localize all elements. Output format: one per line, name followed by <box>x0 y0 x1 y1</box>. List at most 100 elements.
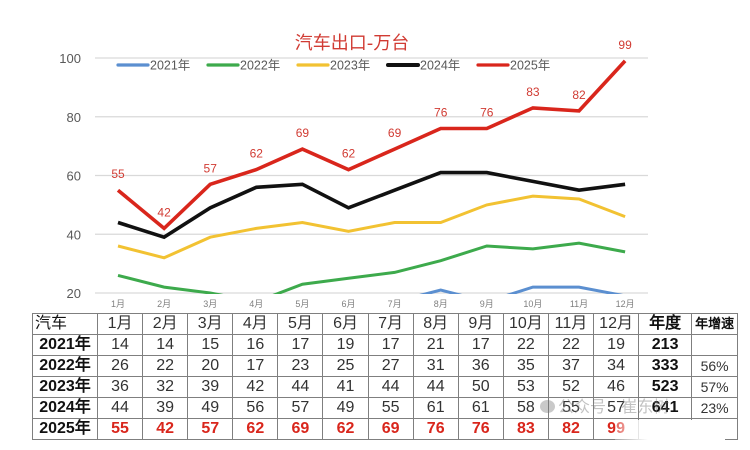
table-cell: 44 <box>412 376 459 398</box>
table-cell: 42 <box>142 418 189 440</box>
data-label: 83 <box>526 85 540 99</box>
table-cell: 23 <box>277 355 324 377</box>
data-table: 汽车 1月 2月 3月 4月 5月 6月 7月 8月 9月 10月 11月 12月 年度 年增速 2021年 1… <box>32 313 739 440</box>
x-axis-ticks: 1月 2月 3月 4月 5月 6月 7月 8月 9月 10月 11月 12月 <box>111 299 635 309</box>
month-header: 1月 <box>96 313 144 335</box>
x-tick-label: 8月 <box>434 299 448 309</box>
y-tick-label: 100 <box>59 51 81 66</box>
table-cell: 62 <box>232 418 279 440</box>
x-tick-label: 1月 <box>111 299 125 309</box>
table-cell: 14 <box>142 334 189 356</box>
month-header: 12月 <box>593 313 640 335</box>
annual-growth: 23% <box>691 397 739 419</box>
month-header: 4月 <box>232 313 279 335</box>
series-line-2023 <box>117 194 626 260</box>
x-tick-label: 11月 <box>570 299 588 309</box>
table-cell: 22 <box>142 355 189 377</box>
series-line-2025 <box>116 59 627 231</box>
row-year: 2021年 <box>32 334 98 356</box>
gridlines <box>95 57 648 294</box>
table-corner-header: 汽车 <box>32 313 98 335</box>
annual-growth: 57% <box>691 376 739 398</box>
table-cell: 22 <box>547 334 595 356</box>
table-cell: 69 <box>367 418 414 440</box>
table-cell: 62 <box>322 418 369 440</box>
table-cell: 82 <box>547 418 595 440</box>
data-label: 57 <box>204 161 218 175</box>
table-cell: 41 <box>322 376 369 398</box>
table-cell: 20 <box>187 355 234 377</box>
x-tick-label: 12月 <box>616 299 635 309</box>
table-cell: 76 <box>457 418 504 440</box>
wechat-icon <box>540 400 555 413</box>
table-cell: 39 <box>187 376 234 398</box>
legend-label: 2025年 <box>510 59 550 73</box>
table-cell: 69 <box>277 418 324 440</box>
x-tick-label: 6月 <box>341 299 355 309</box>
table-cell: 31 <box>412 355 459 377</box>
table-cell: 26 <box>96 355 144 377</box>
x-tick-label: 4月 <box>249 299 263 309</box>
table-cell: 49 <box>187 397 234 419</box>
annual-growth <box>691 334 739 356</box>
table-cell: 21 <box>412 334 459 356</box>
data-label: 62 <box>342 147 356 161</box>
table-cell: 44 <box>367 376 414 398</box>
table-cell: 19 <box>322 334 369 356</box>
y-tick-label: 80 <box>67 110 81 125</box>
month-header: 11月 <box>547 313 595 335</box>
data-label: 82 <box>572 88 586 102</box>
table-cell: 39 <box>142 397 189 419</box>
y-tick-label: 40 <box>67 227 81 242</box>
table-cell: 22 <box>502 334 549 356</box>
data-labels: 55 42 57 62 69 62 69 76 76 83 82 99 <box>111 38 632 219</box>
table-cell: 49 <box>322 397 369 419</box>
table-cell: 25 <box>322 355 369 377</box>
table-cell: 57 <box>277 397 324 419</box>
table-row: 2024年 44 39 49 56 57 49 55 61 61 58 55 57 641 23% <box>32 397 739 419</box>
table-cell: 55 <box>367 397 414 419</box>
y-axis-ticks: 20 40 60 80 100 <box>59 51 81 301</box>
table-cell: 17 <box>457 334 504 356</box>
legend-label: 2023年 <box>330 59 370 73</box>
table-cell: 15 <box>187 334 234 356</box>
table-cell: 61 <box>457 397 504 419</box>
table-cell: 19 <box>593 334 640 356</box>
month-header: 3月 <box>187 313 234 335</box>
table-cell: 17 <box>277 334 324 356</box>
y-tick-label: 20 <box>67 286 81 301</box>
table-cell: 37 <box>547 355 595 377</box>
row-year: 2025年 <box>32 418 98 440</box>
table-cell: 36 <box>96 376 144 398</box>
watermark: 公众号 · 崔东树 <box>540 393 669 417</box>
month-header: 10月 <box>502 313 549 335</box>
legend-label: 2022年 <box>240 59 280 73</box>
table-cell: 50 <box>457 376 504 398</box>
series-line-2022 <box>117 241 626 294</box>
total-header: 年度 <box>638 313 693 335</box>
table-header-row: 汽车 1月 2月 3月 4月 5月 6月 7月 8月 9月 10月 11月 12月 年度 年增速 <box>32 313 739 335</box>
table-cell: 44 <box>96 397 144 419</box>
row-year: 2022年 <box>32 355 98 377</box>
table-cell: 17 <box>232 355 279 377</box>
watermark-overlay <box>615 420 725 445</box>
annual-total: 333 <box>638 355 693 377</box>
y-tick-label: 60 <box>67 169 81 184</box>
data-label: 76 <box>434 106 448 120</box>
series-lines <box>116 59 627 294</box>
watermark-text: 公众号 · 崔东树 <box>558 397 670 416</box>
annual-growth: 56% <box>691 355 739 377</box>
table-cell: 36 <box>457 355 504 377</box>
row-year: 2023年 <box>32 376 98 398</box>
data-label: 69 <box>388 126 402 140</box>
table-cell: 32 <box>142 376 189 398</box>
data-label: 76 <box>480 106 494 120</box>
growth-header: 年增速 <box>691 313 739 335</box>
table-cell: 35 <box>502 355 549 377</box>
table-cell: 56 <box>232 397 279 419</box>
data-label: 99 <box>618 38 632 52</box>
x-tick-label: 5月 <box>295 299 309 309</box>
month-header: 7月 <box>367 313 414 335</box>
month-header: 9月 <box>457 313 504 335</box>
